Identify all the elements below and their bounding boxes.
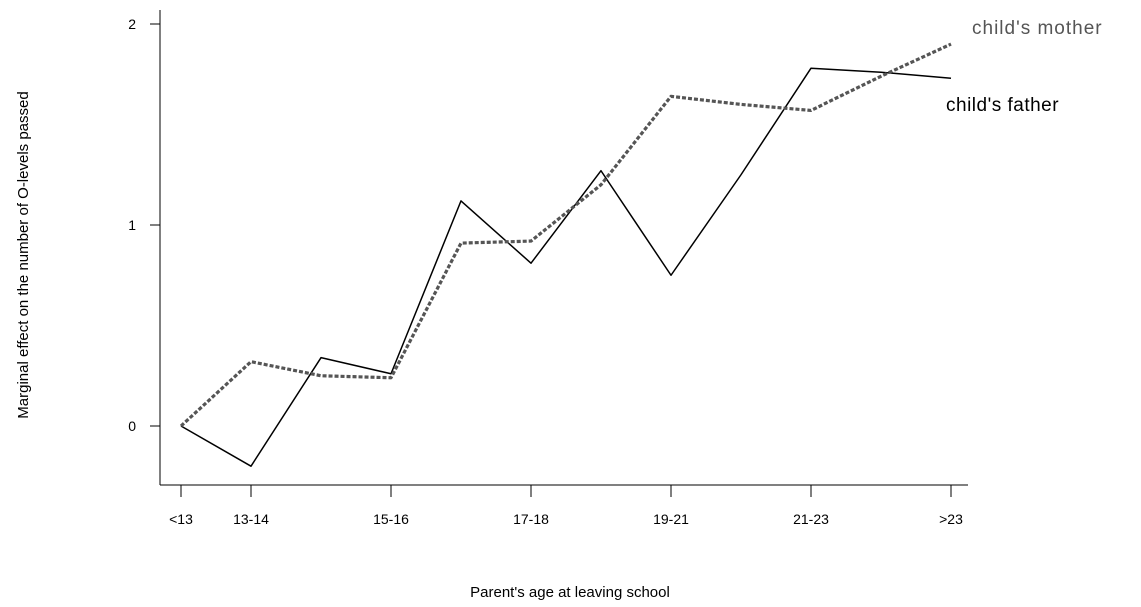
series-labels: child's father child's mother bbox=[946, 18, 1103, 116]
x-tick-label: 15-16 bbox=[373, 511, 409, 527]
series-label: child's mother bbox=[972, 18, 1103, 39]
series-line-father bbox=[180, 67, 952, 467]
y-tick-label: 0 bbox=[128, 418, 136, 434]
x-tick-label: >23 bbox=[939, 511, 963, 527]
y-ticks: 0 1 2 bbox=[128, 16, 160, 434]
y-tick-label: 2 bbox=[128, 16, 136, 32]
series-label: child's father bbox=[946, 95, 1059, 116]
x-tick-label: 19-21 bbox=[653, 511, 689, 527]
x-tick-label: 21-23 bbox=[793, 511, 829, 527]
x-tick-label: 13-14 bbox=[233, 511, 269, 527]
y-axis-title: Marginal effect on the number of O-level… bbox=[15, 91, 32, 418]
x-axis-title: Parent's age at leaving school bbox=[470, 584, 670, 601]
series-layer bbox=[179, 42, 952, 467]
series-line-mother bbox=[179, 42, 952, 428]
x-tick-label: 17-18 bbox=[513, 511, 549, 527]
x-tick-label: <13 bbox=[169, 511, 193, 527]
x-ticks: <13 13-14 15-16 17-18 19-21 21-23 >23 bbox=[169, 485, 963, 527]
axes bbox=[159, 10, 968, 486]
y-tick-label: 1 bbox=[128, 217, 136, 233]
